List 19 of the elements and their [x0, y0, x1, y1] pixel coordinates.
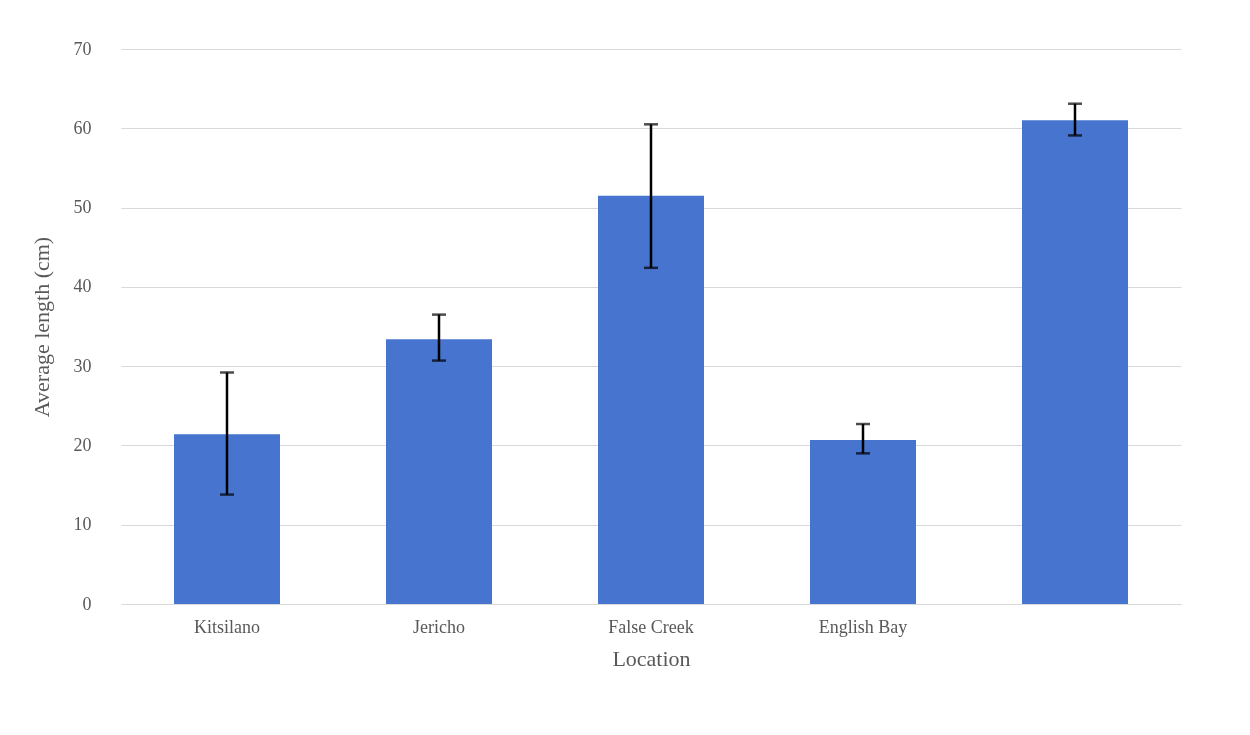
y-tick-label: 30 — [73, 355, 92, 376]
x-tick-label: English Bay — [818, 616, 908, 637]
x-axis-title: Location — [612, 645, 691, 671]
y-tick-label: 50 — [73, 197, 92, 218]
bar — [1022, 120, 1128, 604]
y-tick-label: 40 — [73, 276, 92, 297]
y-tick-label: 0 — [82, 593, 92, 614]
x-tick-label: False Creek — [608, 616, 694, 637]
y-tick-label: 10 — [73, 514, 92, 535]
y-tick-label: 20 — [73, 434, 92, 455]
x-tick-label: Kitsilano — [194, 616, 260, 637]
y-tick-label: 70 — [73, 38, 92, 59]
bar — [386, 339, 492, 604]
bar — [174, 434, 280, 604]
bar — [598, 195, 704, 604]
y-axis-title: Average length (cm) — [28, 236, 54, 418]
bar — [810, 439, 916, 604]
x-tick-label: Jericho — [413, 616, 465, 637]
y-tick-label: 60 — [73, 117, 92, 138]
